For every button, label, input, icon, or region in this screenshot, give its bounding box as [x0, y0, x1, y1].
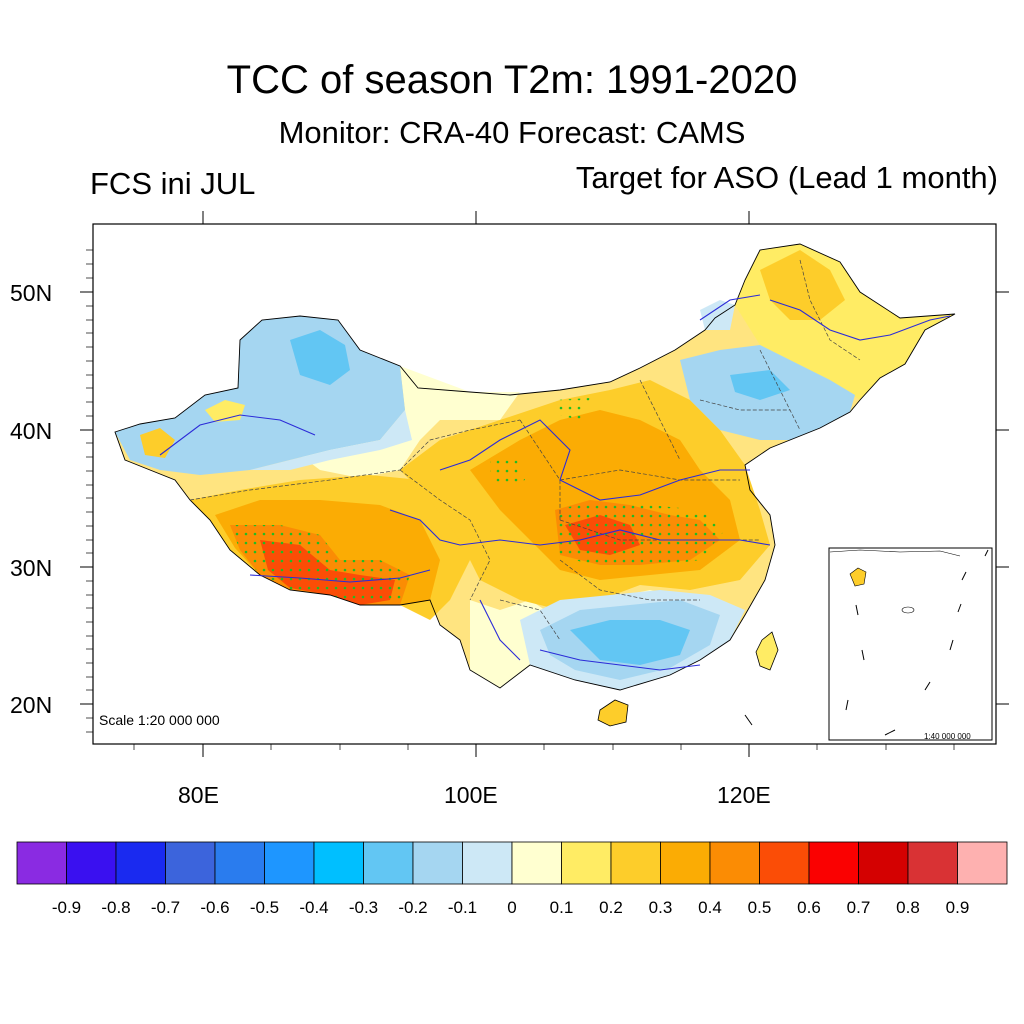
colorbar-swatch: [858, 841, 909, 885]
colorbar-swatch: [759, 841, 810, 885]
colorbar-label: 0.7: [846, 898, 871, 917]
significance-ordos: [490, 455, 525, 488]
colorbar-swatch: [660, 841, 711, 885]
colorbar-label: 0: [507, 898, 517, 917]
lon-label-100E: 100E: [444, 782, 498, 808]
lat-label-20N: 20N: [10, 692, 53, 718]
colorbar-label: -0.4: [299, 898, 329, 917]
hainan-island: [597, 699, 629, 727]
inset-nine-dash-line: [845, 549, 989, 736]
colorbar-label: 0.2: [599, 898, 623, 917]
colorbar-swatch: [165, 841, 216, 885]
colorbar-swatch: [264, 841, 315, 885]
colorbar-swatch: [709, 841, 760, 885]
colorbar-swatch: [561, 841, 612, 885]
colorbar-label: 0.8: [896, 898, 920, 917]
lon-label-120E: 120E: [717, 782, 771, 808]
colorbar-swatch: [412, 841, 463, 885]
colorbar-label: 0.1: [549, 898, 574, 917]
inset-coast: [829, 549, 961, 557]
colorbar-label: 0.5: [747, 898, 772, 917]
zone-north-mid-blue: [730, 370, 790, 400]
colorbar-swatch: [957, 841, 1008, 885]
lat-label-50N: 50N: [10, 280, 53, 306]
colorbar-swatch: [313, 841, 364, 885]
zone-nw-corner-blue: [700, 300, 735, 330]
colorbar-label: -0.8: [101, 898, 131, 917]
province-borders: [189, 259, 861, 641]
chart-subtitle: Monitor: CRA-40 Forecast: CAMS: [278, 115, 746, 150]
lon-label-80E: 80E: [178, 782, 219, 808]
axis-ticks: [80, 211, 1009, 757]
colorbar-label: -0.5: [249, 898, 280, 917]
target-season-label: Target for ASO (Lead 1 month): [575, 160, 998, 195]
colorbar-label: -0.7: [150, 898, 181, 917]
taiwan-island: [755, 631, 779, 671]
colorbar-label: 0.3: [648, 898, 673, 917]
zone-xinjiang-pale: [250, 410, 412, 470]
colorbar-swatch: [363, 841, 414, 885]
colorbar-swatch: [214, 841, 265, 885]
colorbar-swatch: [115, 841, 166, 885]
inset-hainan: [849, 567, 867, 587]
significance-central: [555, 500, 725, 568]
lat-label-30N: 30N: [10, 555, 53, 581]
colorbar-label: -0.6: [200, 898, 230, 917]
colorbar-swatch: [511, 841, 562, 885]
colorbar-label: 0.6: [797, 898, 821, 917]
colorbar-swatch: [462, 841, 513, 885]
significance-north: [555, 398, 590, 420]
lat-label-40N: 40N: [10, 418, 53, 444]
colorbar-label: -0.1: [447, 898, 478, 917]
colorbar-swatch: [66, 841, 117, 885]
country-border: [114, 243, 956, 691]
zone-xinjiang-mid-blue: [290, 330, 350, 385]
forecast-init-label: FCS ini JUL: [90, 166, 256, 201]
zone-ne-orange: [760, 250, 845, 320]
colorbar-swatch: [808, 841, 859, 885]
scale-note: Scale 1:20 000 000: [99, 712, 220, 728]
significance-tibet: [230, 525, 410, 605]
colorbar-label: -0.9: [51, 898, 82, 917]
inset-islands: [901, 606, 915, 614]
colorbar-label: 0.4: [698, 898, 722, 917]
zone-south-mid-blue: [570, 620, 690, 665]
chart-title: TCC of season T2m: 1991-2020: [226, 58, 798, 102]
inset-scale-note: 1:40 000 000: [924, 732, 971, 741]
colorbar-swatch: [907, 841, 958, 885]
colorbar-label: -0.3: [348, 898, 379, 917]
china-field: [114, 243, 993, 741]
colorbar-label: -0.2: [398, 898, 428, 917]
axis-minor-ticks: [86, 249, 955, 750]
colorbar: [16, 841, 1008, 885]
colorbar-swatch: [610, 841, 661, 885]
colorbar-swatch: [16, 841, 67, 885]
south-sea-dash: [744, 714, 753, 726]
rivers: [159, 294, 951, 671]
colorbar-label: 0.9: [945, 898, 970, 917]
